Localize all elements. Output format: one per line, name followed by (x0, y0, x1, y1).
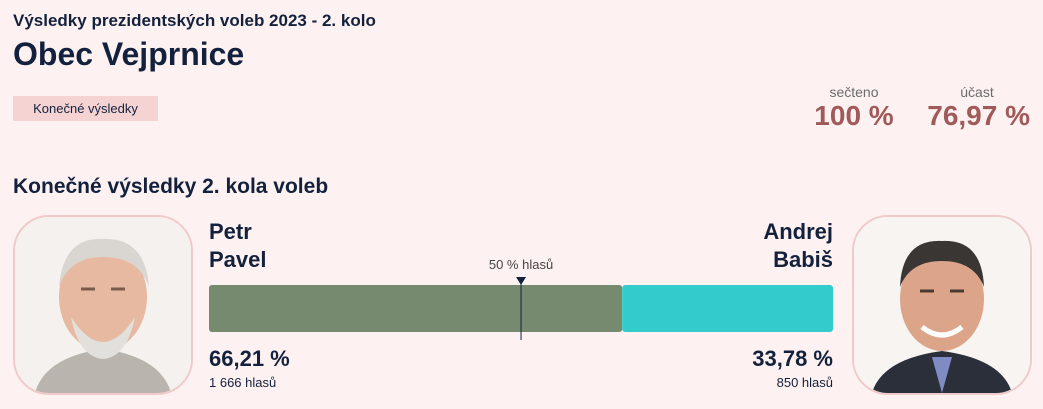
votes: 1 666 hlasů (209, 375, 277, 390)
stat-label: sečteno (829, 84, 879, 100)
stat-value: 76,97 % (927, 100, 1030, 131)
percent: 33,78 % (752, 346, 833, 371)
midline-marker (516, 277, 527, 285)
stat-label: účast (960, 84, 994, 100)
last-name: Pavel (209, 247, 267, 272)
bar-segment (622, 285, 833, 332)
last-name: Babiš (773, 247, 833, 272)
candidate-name: Petr Pavel (209, 218, 267, 274)
badge: Konečné výsledky (13, 96, 158, 121)
stat-value: 100 % (814, 100, 894, 131)
section-title: Konečné výsledky 2. kola voleb (13, 175, 329, 198)
midline-label: 50 % hlasů (489, 257, 553, 272)
title: Obec Vejprnice (13, 36, 245, 72)
portrait-image (15, 217, 191, 393)
first-name: Andrej (763, 219, 833, 244)
portrait-image (854, 217, 1030, 393)
votes: 850 hlasů (776, 375, 833, 390)
portrait (13, 215, 193, 395)
subtitle: Výsledky prezidentských voleb 2023 - 2. … (13, 11, 376, 30)
bar-segment (209, 285, 623, 332)
result-bar: 50 % hlasů (209, 257, 833, 340)
candidate-name: Andrej Babiš (763, 218, 833, 274)
percent: 66,21 % (209, 346, 290, 371)
portrait (852, 215, 1032, 395)
first-name: Petr (209, 219, 252, 244)
